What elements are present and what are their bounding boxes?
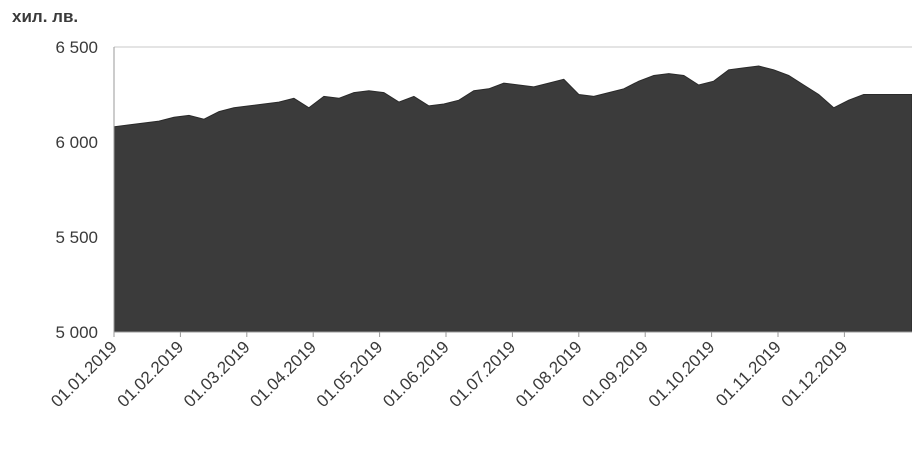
area-series	[113, 65, 912, 333]
x-tick-labels: 01.01.201901.02.201901.03.201901.04.2019…	[47, 332, 851, 411]
x-tick-label: 01.02.2019	[114, 337, 188, 411]
x-tick-label: 01.03.2019	[180, 337, 254, 411]
y-tick-label: 6 000	[55, 133, 98, 152]
y-tick-label: 5 500	[55, 228, 98, 247]
x-tick-label: 01.01.2019	[47, 337, 121, 411]
x-tick-label: 01.09.2019	[578, 337, 652, 411]
y-tick-labels: 5 000 5 500 6 000 6 500	[55, 38, 98, 342]
x-tick-label: 01.10.2019	[645, 337, 719, 411]
y-tick-label: 6 500	[55, 38, 98, 57]
x-tick-label: 01.04.2019	[246, 337, 320, 411]
x-tick-label: 01.05.2019	[313, 337, 387, 411]
y-tick-label: 5 000	[55, 323, 98, 342]
x-tick-label: 01.07.2019	[446, 337, 520, 411]
area-layer	[113, 65, 912, 333]
x-tick-label: 01.11.2019	[712, 337, 785, 410]
y-axis-label: хил. лв.	[12, 7, 78, 26]
x-tick-label: 01.08.2019	[512, 337, 586, 411]
x-tick-label: 01.12.2019	[778, 337, 852, 411]
x-tick-label: 01.06.2019	[379, 337, 453, 411]
